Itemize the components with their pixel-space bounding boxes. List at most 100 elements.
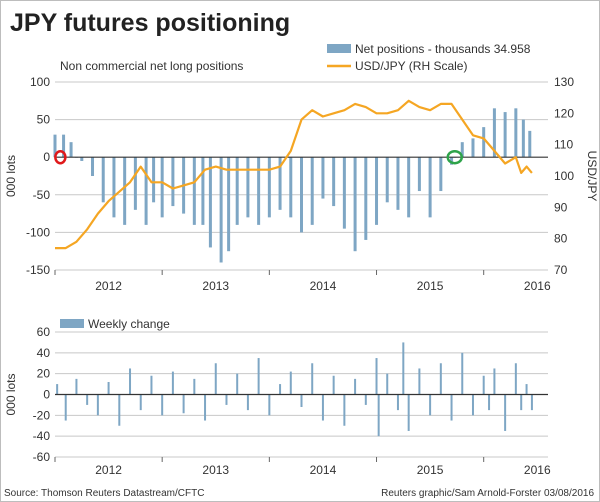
top-y2-tick-label: 70 [554, 263, 568, 277]
weekly-change-bar [86, 394, 89, 405]
net-position-bar [171, 157, 175, 207]
top-y2-tick-label: 130 [554, 75, 574, 89]
net-position-bar [69, 142, 73, 158]
net-position-bar [364, 157, 368, 240]
net-position-bar [278, 157, 282, 210]
net-position-bar [62, 134, 66, 158]
bottom-y-tick-label: -40 [33, 429, 51, 443]
net-position-bar [321, 157, 325, 199]
weekly-change-bar [429, 394, 432, 416]
net-position-bar [332, 157, 336, 207]
net-position-bar [342, 157, 346, 229]
net-position-bar [227, 157, 231, 252]
net-position-bar [407, 157, 411, 218]
net-position-bar [471, 138, 475, 158]
bottom-x-tick-label: 2016 [524, 463, 551, 477]
top-y2-tick-label: 110 [554, 138, 573, 152]
top-x-tick-label: 2016 [524, 279, 551, 293]
top-y-tick-label: 0 [43, 150, 50, 164]
net-position-bar [528, 130, 532, 158]
net-position-bar [514, 108, 518, 158]
net-position-bar [246, 157, 250, 218]
net-position-bar [396, 157, 400, 210]
weekly-change-bar [375, 358, 378, 395]
weekly-change-bar [450, 394, 453, 421]
net-position-bar [503, 112, 507, 158]
weekly-change-bar [407, 394, 410, 431]
top-y-tick-label: -100 [26, 225, 50, 239]
net-position-bar [257, 157, 261, 225]
legend-label-usdjpy: USD/JPY (RH Scale) [355, 59, 467, 73]
weekly-change-bar [364, 394, 367, 405]
bottom-y-tick-label: 40 [37, 346, 51, 360]
net-position-bar [80, 157, 84, 161]
bottom-x-tick-label: 2015 [417, 463, 444, 477]
net-position-bar [267, 157, 271, 218]
top-y2-tick-label: 120 [554, 106, 574, 120]
weekly-change-bar [204, 394, 207, 421]
weekly-change-bar [354, 378, 357, 395]
net-position-bar [219, 157, 223, 263]
weekly-change-bar [225, 394, 228, 405]
net-position-bar [439, 157, 443, 192]
net-position-bar [201, 157, 205, 225]
legend-label-net-positions: Net positions - thousands 34.958 [355, 42, 531, 56]
top-x-tick-label: 2013 [202, 279, 229, 293]
top-y-tick-label: -50 [33, 188, 51, 202]
weekly-change-bar [504, 394, 507, 431]
weekly-change-bar [214, 363, 217, 395]
net-position-bar [101, 157, 105, 203]
weekly-change-bar [257, 358, 260, 395]
top-x-tick-label: 2015 [417, 279, 444, 293]
net-position-bar [133, 157, 137, 210]
weekly-change-bar [161, 394, 164, 416]
net-position-bar [53, 134, 57, 158]
net-position-bar [91, 157, 95, 176]
weekly-change-bar [525, 384, 528, 395]
net-position-bar [428, 157, 432, 218]
top-x-tick-label: 2014 [310, 279, 337, 293]
top-y-tick-label: -150 [26, 263, 50, 277]
top-y2-tick-label: 90 [554, 200, 568, 214]
source-note: Source: Thomson Reuters Datastream/CFTC [4, 488, 204, 499]
bottom-y-axis-label: 000 lots [4, 373, 18, 415]
legend-swatch-weekly-change [60, 319, 84, 328]
weekly-change-bar [56, 384, 59, 395]
top-y-tick-label: 50 [37, 113, 51, 127]
net-position-bar [152, 157, 156, 203]
weekly-change-bar [300, 394, 303, 407]
weekly-change-bar [118, 394, 121, 426]
net-position-bar [353, 157, 357, 252]
weekly-change-bar [439, 363, 442, 395]
weekly-change-bar [482, 375, 485, 395]
bottom-chart: 60 40 20 0 -20 -40 -60 2012 2013 2014 2015 2016 000 … [4, 317, 551, 477]
net-position-bar [235, 157, 239, 225]
weekly-change-bar [139, 394, 142, 411]
weekly-change-bar [514, 363, 517, 395]
weekly-change-bar [471, 394, 474, 416]
net-position-bar [460, 142, 464, 158]
weekly-change-bar [461, 352, 464, 395]
chart-title: JPY futures positioning [10, 9, 290, 37]
weekly-change-bar [107, 382, 110, 395]
weekly-change-bar [396, 394, 399, 411]
bottom-y-tick-label: 0 [43, 388, 50, 402]
net-position-bar [112, 157, 116, 218]
bottom-x-tick-label: 2012 [95, 463, 122, 477]
net-position-bar [450, 157, 454, 165]
top-chart-subtitle: Non commercial net long positions [60, 59, 243, 73]
net-position-bar [300, 157, 303, 233]
bottom-x-tick-label: 2014 [310, 463, 337, 477]
net-position-bar [144, 157, 148, 225]
net-position-bar [417, 157, 421, 192]
net-position-bar [289, 157, 293, 218]
weekly-change-bar [332, 375, 335, 395]
top-chart: 100 50 0 -50 -100 -150 130 120 110 100 90 80 70 2012 2… [4, 42, 599, 293]
net-position-bar [385, 157, 389, 203]
top-x-tick-label: 2012 [95, 279, 122, 293]
top-y-axis-label: 000 lots [4, 155, 18, 197]
weekly-change-bar [530, 394, 533, 411]
net-position-bar [375, 157, 379, 225]
